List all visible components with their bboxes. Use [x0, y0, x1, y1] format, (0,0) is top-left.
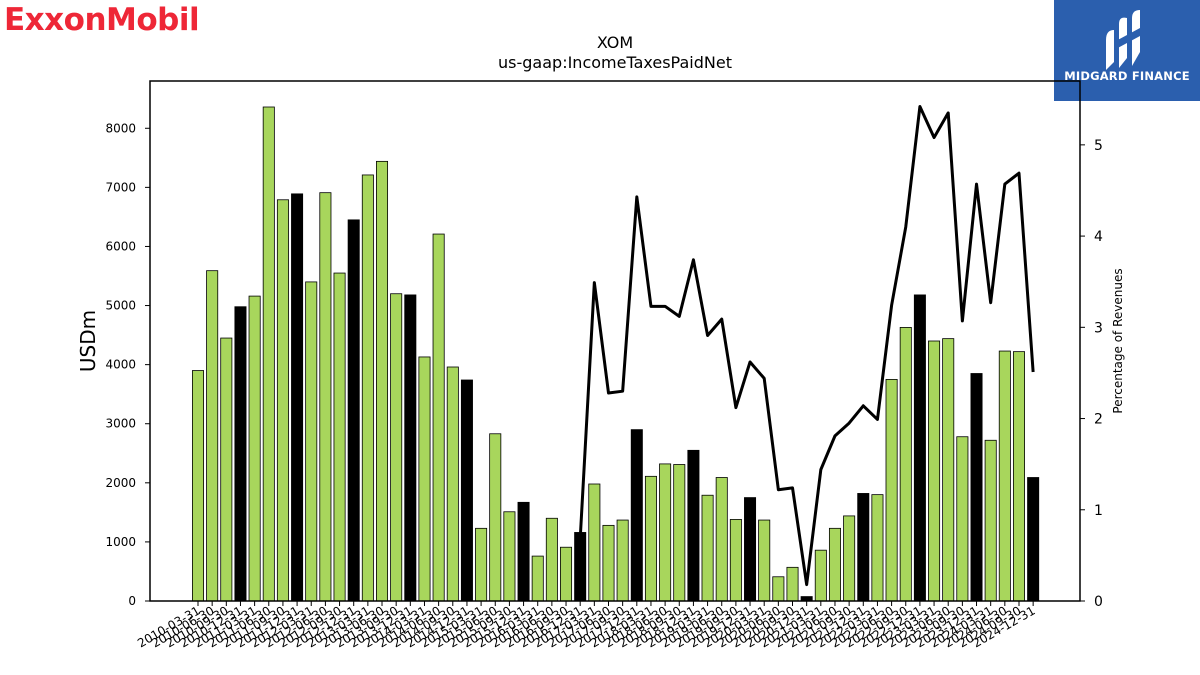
y-axis-right-label: Percentage of Revenues — [1111, 268, 1125, 413]
bar — [843, 515, 856, 602]
bar — [475, 527, 488, 602]
bar — [588, 483, 601, 602]
y-right-tick-label: 5 — [1094, 138, 1103, 154]
bar — [602, 524, 615, 602]
bar — [744, 497, 757, 602]
exxonmobil-logo: ExxonMobil — [4, 2, 200, 38]
y-right-tick-label: 2 — [1094, 412, 1103, 428]
bar — [814, 549, 827, 602]
bar — [984, 439, 997, 602]
bar — [291, 193, 304, 602]
y-right-tick-label: 4 — [1094, 229, 1103, 245]
y-tick-label: 4000 — [105, 358, 136, 372]
bar — [644, 475, 657, 602]
bar — [758, 519, 771, 602]
bar — [319, 192, 332, 602]
bar — [659, 463, 672, 602]
midgard-finance-text: MIDGARD FINANCE — [1064, 69, 1190, 83]
bar — [687, 449, 700, 602]
bar — [545, 517, 558, 602]
y-right-tick-label: 0 — [1094, 594, 1103, 610]
plot-area: 0100020003000400050006000700080000123452… — [105, 80, 1103, 650]
chart-subtitle: us-gaap:IncomeTaxesPaidNet — [498, 53, 732, 72]
bar — [191, 370, 204, 602]
bar — [998, 350, 1011, 602]
bar — [404, 294, 417, 602]
bar — [432, 233, 445, 602]
bar — [928, 340, 941, 602]
bar — [531, 555, 544, 602]
bar — [489, 433, 502, 602]
bar — [460, 379, 473, 602]
y-tick-label: 1000 — [105, 535, 136, 549]
bar — [1027, 477, 1040, 602]
y-right-tick-label: 3 — [1094, 320, 1103, 336]
bar — [828, 527, 841, 602]
bar — [885, 379, 898, 602]
chart-title: XOM — [597, 33, 633, 52]
y-tick-label: 0 — [128, 594, 136, 608]
y-tick-label: 8000 — [105, 121, 136, 135]
bar — [574, 532, 587, 602]
bar — [376, 160, 389, 602]
bar — [616, 519, 629, 602]
bar — [786, 566, 799, 602]
bar — [220, 337, 233, 602]
bar — [503, 511, 516, 602]
bar — [333, 272, 346, 602]
bar — [942, 338, 955, 602]
bar — [956, 436, 969, 602]
y-axis-label: USDm — [76, 310, 100, 372]
plot-frame — [149, 80, 1081, 602]
bar — [899, 327, 912, 602]
bar — [673, 464, 686, 602]
bar — [234, 306, 247, 602]
bar — [913, 294, 926, 602]
bar — [729, 519, 742, 602]
bar — [1012, 351, 1025, 602]
bar — [248, 295, 261, 602]
bar — [347, 219, 360, 602]
bar — [517, 501, 530, 602]
bar — [630, 429, 643, 602]
midgard-finance-logo: MIDGARD FINANCE — [1054, 0, 1200, 101]
bar — [418, 356, 431, 602]
bar — [262, 106, 275, 602]
bar — [361, 174, 374, 602]
bar — [206, 270, 219, 602]
midgard-mark-icon — [1106, 10, 1140, 70]
bar — [560, 546, 573, 602]
y-right-tick-label: 1 — [1094, 503, 1103, 519]
bar — [871, 494, 884, 602]
bar — [857, 493, 870, 602]
bar — [701, 494, 714, 602]
bar — [970, 373, 983, 602]
bar — [772, 576, 785, 602]
revenue-percentage-line — [578, 105, 1035, 587]
bar — [276, 199, 289, 602]
bar — [305, 281, 318, 602]
y-tick-label: 3000 — [105, 417, 136, 431]
y-tick-label: 5000 — [105, 299, 136, 313]
y-tick-label: 2000 — [105, 476, 136, 490]
bar — [715, 477, 728, 602]
y-tick-label: 6000 — [105, 239, 136, 253]
bar — [390, 293, 403, 602]
bar — [446, 366, 459, 602]
y-tick-label: 7000 — [105, 180, 136, 194]
